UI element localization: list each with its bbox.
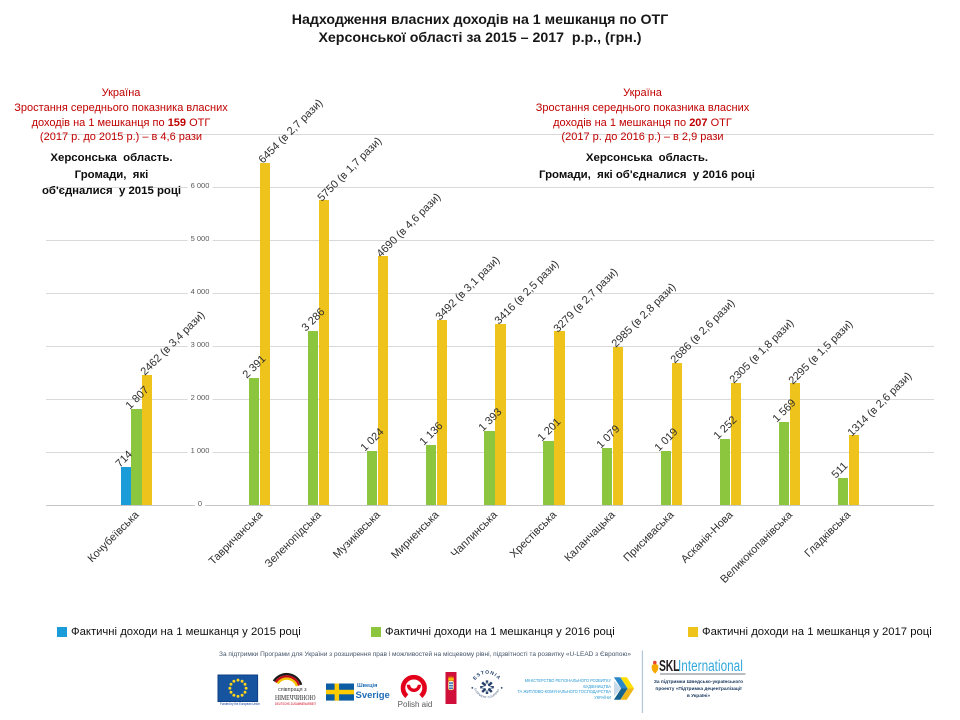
svg-text:ESTONIA: ESTONIA <box>472 670 502 682</box>
svg-text:DEVELOPMENT COOPERATION: DEVELOPMENT COOPERATION <box>0 0 500 699</box>
